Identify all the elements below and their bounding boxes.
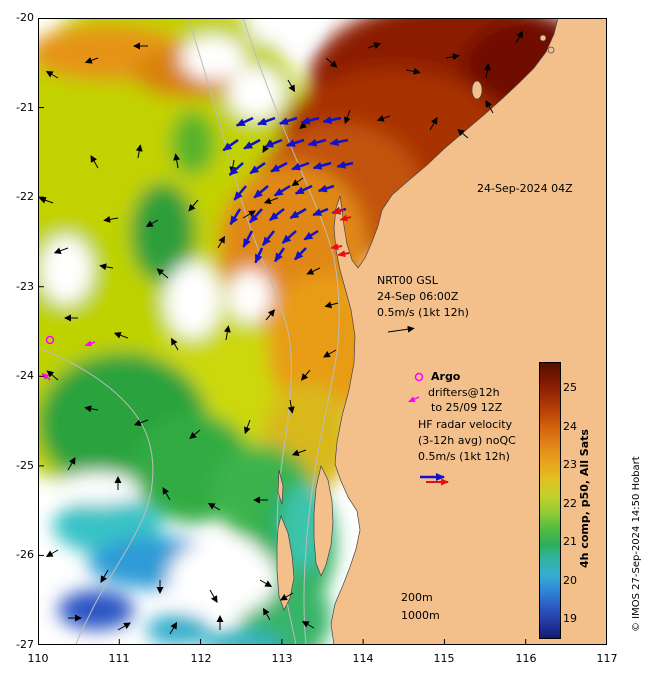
colorbar-tick: 20: [563, 574, 577, 587]
y-tick: -23: [16, 280, 34, 293]
bernier-island: [277, 469, 284, 505]
map-canvas: [38, 18, 607, 645]
colorbar-tick: 22: [563, 497, 577, 510]
y-tick: -20: [16, 11, 34, 24]
copyright-credit: © IMOS 27-Sep-2024 14:50 Hobart: [631, 456, 642, 632]
isobath-west-line: [38, 347, 154, 645]
argo-legend-label: Argo: [431, 370, 461, 383]
isobath-1000m-label: 1000m: [401, 609, 440, 622]
barrow-island: [471, 80, 483, 100]
argo-float-markers: [45, 335, 424, 382]
colorbar-axis-label: 4h comp, p50, All Sats: [578, 429, 591, 568]
hf-legend-line2: (3-12h avg) noQC: [418, 434, 516, 447]
dirk-hartog-island: [276, 514, 295, 611]
colorbar-tick: 24: [563, 420, 577, 433]
offshore-island: [547, 46, 555, 54]
hf-legend-line3: 0.5m/s (1kt 12h): [418, 450, 510, 463]
surface-current-arrows: [38, 30, 523, 635]
hf-radar-arrows: [222, 116, 445, 481]
y-tick: -25: [16, 459, 34, 472]
x-tick: 111: [108, 652, 130, 665]
peron-peninsula: [313, 464, 334, 577]
y-tick: -26: [16, 548, 34, 561]
colorbar-tick: 25: [563, 381, 577, 394]
x-tick: 113: [271, 652, 293, 665]
isobath-200m-line: [242, 18, 340, 645]
y-tick: -24: [16, 369, 34, 382]
x-tick: 114: [352, 652, 374, 665]
drifter-arrows: [41, 340, 420, 403]
red-velocity-arrows: [330, 207, 449, 486]
map-date-label: 24-Sep-2024 04Z: [477, 182, 573, 195]
offshore-island: [539, 34, 547, 42]
gsl-legend-scale: 0.5m/s (1kt 12h): [377, 306, 469, 319]
colorbar-tick: 23: [563, 458, 577, 471]
drifters-legend-line2: to 25/09 12Z: [431, 401, 503, 414]
x-tick: 110: [27, 652, 49, 665]
land-australia: [276, 18, 607, 645]
x-tick: 117: [596, 652, 618, 665]
y-tick: -21: [16, 101, 34, 114]
isobath-200m-label: 200m: [401, 591, 433, 604]
gsl-legend-time: 24-Sep 06:00Z: [377, 290, 459, 303]
plot-frame: [38, 18, 607, 645]
hf-legend-line1: HF radar velocity: [418, 418, 513, 431]
x-tick: 115: [433, 652, 455, 665]
colorbar-tick: 19: [563, 612, 577, 625]
colorbar-tick: 21: [563, 535, 577, 548]
gsl-legend-title: NRT00 GSL: [377, 274, 438, 287]
y-tick: -27: [16, 638, 34, 651]
sst-colorbar: [539, 362, 561, 639]
mainland-coast: [330, 18, 607, 645]
y-tick: -22: [16, 190, 34, 203]
drifters-legend-line1: drifters@12h: [428, 386, 500, 399]
x-tick: 112: [190, 652, 212, 665]
x-tick: 116: [515, 652, 537, 665]
axis-tick-marks: [38, 18, 607, 645]
